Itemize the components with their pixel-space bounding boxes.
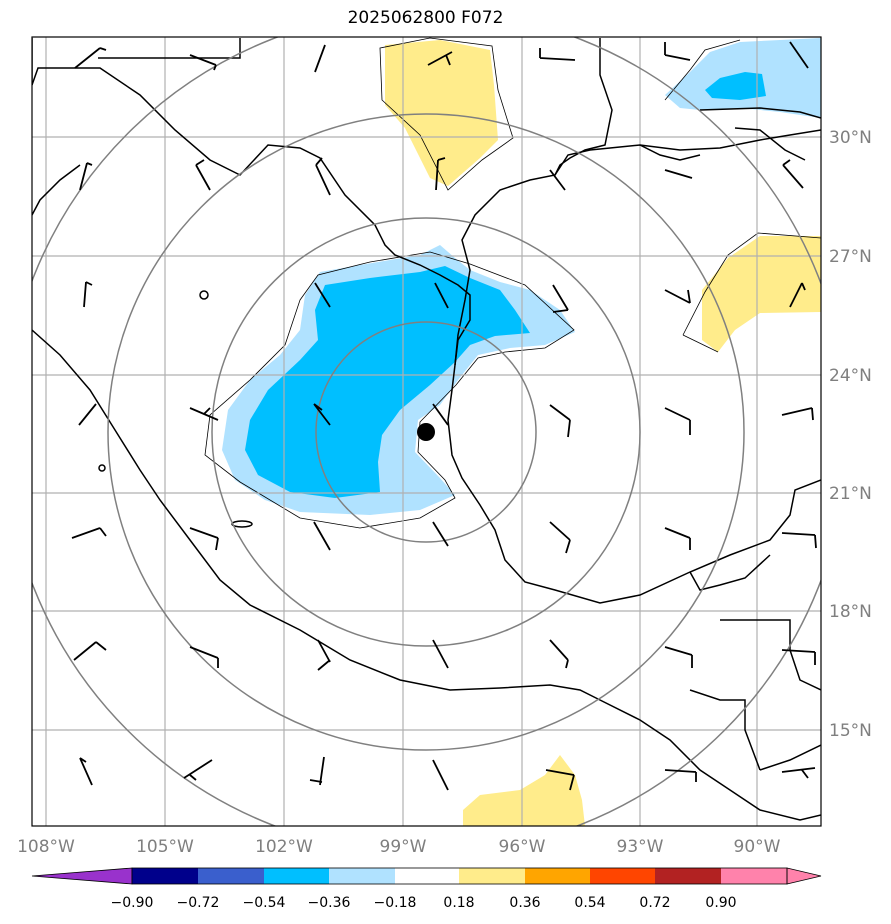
wind-barb-icon [317, 639, 331, 671]
storm-center-marker [417, 423, 435, 441]
lat-label: 18°N [829, 602, 872, 622]
wind-barb-icon [183, 759, 213, 781]
wind-barb-icon [781, 532, 817, 549]
colorbar-swatch [132, 868, 198, 884]
wind-barb-icon [74, 47, 107, 69]
wind-barb-icon [189, 54, 217, 71]
lon-label: 99°W [380, 837, 427, 857]
colorbar-swatch [721, 868, 787, 884]
colorbar-extend-high [786, 867, 822, 885]
colorbar-swatch [329, 868, 395, 884]
wind-barb-icon [789, 282, 806, 308]
wind-barb-icon [427, 51, 453, 66]
wind-barb-icon [549, 639, 569, 669]
wind-barb-icon [189, 646, 219, 668]
wind-barb-icon [189, 407, 219, 421]
wind-barb-icon [71, 527, 107, 539]
wind-barb-icon [539, 48, 576, 61]
wind-barb-icon [432, 639, 449, 669]
wind-barb-icon [195, 159, 211, 191]
wind-barb-icon [664, 527, 691, 550]
range-rings [32, 37, 821, 826]
colorbar-tick-label: −0.54 [243, 895, 286, 911]
coastlines [32, 38, 821, 821]
colorbar-swatch [264, 868, 329, 884]
wind-barb-icon [664, 646, 693, 668]
wind-barb-icon [314, 44, 326, 73]
map-frame [31, 36, 822, 827]
colorbar-swatch [198, 868, 264, 884]
wind-barb-icon [78, 403, 97, 426]
wind-barb-icon [549, 169, 566, 191]
lat-label: 24°N [829, 366, 872, 386]
colorbar-outline [131, 867, 788, 885]
blue-region-northeast [705, 72, 766, 100]
wind-barb-icon [664, 407, 691, 435]
colorbar-extend-low [31, 867, 133, 885]
lat-labels: 30°N 27°N 24°N 21°N 18°N 15°N [829, 128, 872, 741]
wind-barb-icon [789, 41, 809, 69]
wind-barb-icon [664, 289, 691, 304]
wind-barb-icon [552, 284, 569, 313]
colorbar-tick-label: 0.90 [705, 895, 736, 911]
wind-barb-icon [549, 404, 571, 438]
lat-label: 21°N [829, 484, 872, 504]
colorbar-swatch [655, 868, 721, 884]
lon-label: 90°W [734, 837, 781, 857]
lat-label: 15°N [829, 721, 872, 741]
lon-label: 93°W [617, 837, 664, 857]
wind-barb-icon [313, 521, 331, 551]
colorbar-swatch [590, 868, 655, 884]
wind-barb-icon [549, 521, 571, 554]
wind-barb-icon [664, 42, 691, 61]
colorbar-swatch [525, 868, 590, 884]
wind-barb-icon [781, 649, 816, 665]
wind-barb-icon [781, 767, 816, 779]
lon-labels: 108°W 105°W 102°W 99°W 96°W 93°W 90°W [17, 837, 781, 857]
yellow-region-east [702, 236, 821, 352]
wind-barb-icon [432, 403, 449, 426]
wind-barb-icon [432, 759, 449, 791]
yellow-region-south [463, 755, 585, 826]
wind-barb-icon [664, 769, 697, 782]
wind-barb-icon [79, 162, 93, 191]
colorbar-tick-label: −0.72 [177, 895, 220, 911]
wind-barb-icon [73, 641, 107, 661]
yellow-region-north [385, 40, 498, 186]
wind-barb-icon [79, 757, 93, 786]
map-area [32, 37, 821, 826]
wind-barb-icon [83, 281, 93, 308]
lon-label: 96°W [499, 837, 546, 857]
colorbar-tick-label: 0.54 [574, 895, 605, 911]
colorbar-tick-label: −0.18 [374, 895, 417, 911]
wind-barb-icon [781, 407, 814, 421]
wind-barb-icon [432, 521, 449, 547]
wind-barb-icon [434, 282, 449, 309]
wind-barb-icon [664, 169, 693, 179]
lon-label: 108°W [17, 837, 75, 857]
lon-label: 102°W [255, 837, 313, 857]
wind-barb-icon [782, 159, 804, 189]
wind-barb-icon [309, 756, 325, 786]
wind-barb-icon [189, 527, 219, 551]
colorbar-swatch [459, 868, 525, 884]
wind-barbs [71, 41, 817, 791]
colorbar-tick-label: 0.18 [443, 895, 474, 911]
lat-label: 30°N [829, 128, 872, 148]
colorbar: −0.90 −0.72 −0.54 −0.36 −0.18 0.18 0.36 … [31, 867, 822, 911]
colorbar-tick-label: 0.36 [509, 895, 540, 911]
wind-barb-icon [314, 282, 331, 308]
colorbar-tick-label: −0.90 [111, 895, 154, 911]
lon-label: 105°W [136, 837, 194, 857]
map-title: 2025062800 F072 [347, 8, 504, 28]
wind-barb-icon [313, 403, 331, 426]
lat-label: 27°N [829, 247, 872, 267]
wind-barb-icon [435, 157, 446, 191]
wind-barb-icon [545, 769, 575, 791]
wind-barb-icon [315, 157, 331, 196]
colorbar-tick-label: 0.72 [639, 895, 670, 911]
colorbar-tick-label: −0.36 [308, 895, 351, 911]
colorbar-swatch [395, 868, 459, 884]
